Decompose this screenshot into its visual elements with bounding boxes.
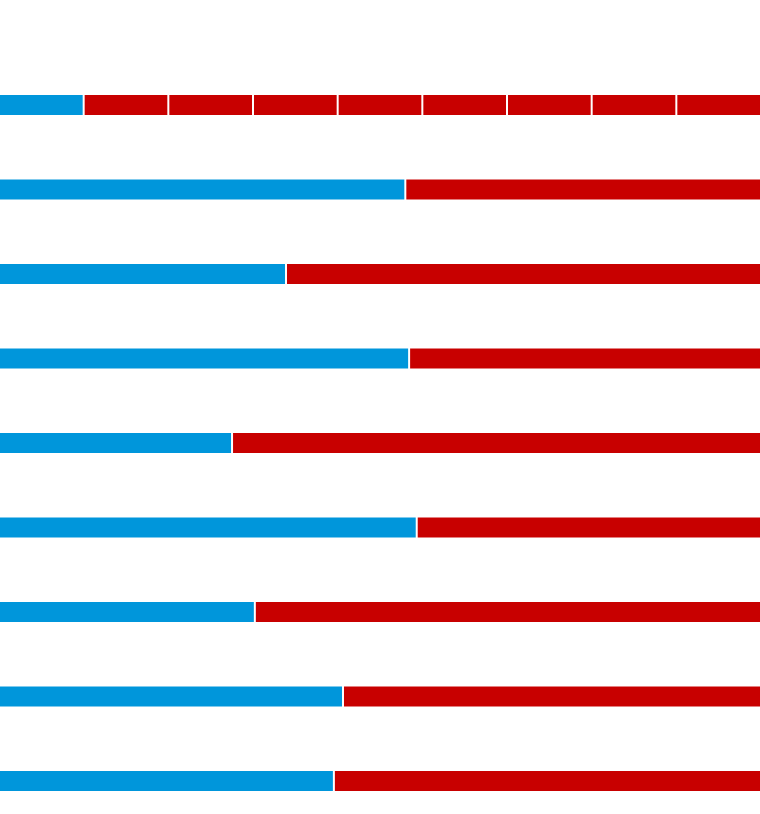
bar-filled xyxy=(0,602,254,622)
bar-filled xyxy=(0,517,416,538)
segment xyxy=(423,95,506,115)
segment xyxy=(508,95,591,115)
segment-filled xyxy=(0,95,83,115)
bar-rest xyxy=(334,771,760,791)
bar-rest xyxy=(406,179,760,200)
segment xyxy=(169,95,252,115)
bar-rest xyxy=(410,348,760,369)
segment xyxy=(592,95,676,115)
bar-filled xyxy=(0,771,333,791)
bar-rest xyxy=(233,433,760,453)
bar-rest xyxy=(417,517,760,538)
bar-filled xyxy=(0,264,285,284)
segment xyxy=(84,95,168,115)
bar-rest xyxy=(344,686,760,707)
segment xyxy=(338,95,422,115)
bar-filled xyxy=(0,348,409,369)
bar-filled xyxy=(0,433,232,453)
bar-rest xyxy=(255,602,760,622)
bar-filled xyxy=(0,686,342,707)
bar-rest xyxy=(287,264,760,284)
segment xyxy=(254,95,337,115)
bar-filled xyxy=(0,179,405,200)
segment xyxy=(677,95,760,115)
